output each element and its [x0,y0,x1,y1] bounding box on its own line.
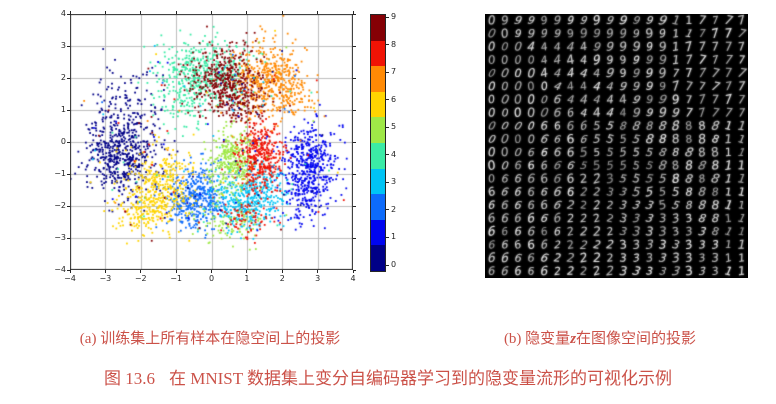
y-tick-label: −3 [54,233,66,242]
tick-mark [353,13,356,15]
tick-mark [140,270,142,273]
colorbar-tick-label: 3 [391,177,397,187]
y-tick-label: 3 [60,41,66,50]
tick-mark [353,109,356,111]
x-tick-label: −3 [99,274,112,283]
tick-mark [104,270,106,273]
y-tick-label: 2 [60,73,66,82]
tick-mark [67,269,70,271]
colorbar-segment [371,40,385,67]
tick-mark [175,270,177,273]
colorbar-tick-mark [386,16,389,18]
tick-mark [67,141,70,143]
x-tick-label: 1 [244,274,250,283]
x-tick-label: 3 [315,274,321,283]
tick-mark [317,270,319,273]
tick-mark [353,237,356,239]
figure-caption-text: 在 MNIST 数据集上变分自编码器学习到的隐变量流形的可视化示例 [168,369,673,388]
tick-mark [67,237,70,239]
tick-mark [67,205,70,207]
colorbar-segment [371,168,385,195]
colorbar-tick-label: 5 [391,122,397,132]
colorbar-tick-mark [386,44,389,46]
colorbar-segment [371,91,385,118]
tick-mark [69,11,71,14]
digit-manifold-canvas [485,14,748,278]
y-tick-label: −4 [54,265,66,274]
colorbar-segment [371,245,385,271]
x-tick-label: −4 [64,274,76,283]
colorbar [370,14,386,272]
tick-mark [69,270,71,273]
tick-mark [246,270,248,273]
colorbar-segment [371,194,385,220]
tick-mark [281,11,283,14]
figure-caption: 图 13.6 在 MNIST 数据集上变分自编码器学习到的隐变量流形的可视化示例 [0,366,776,392]
tick-mark [281,270,283,273]
colorbar-tick-label: 7 [391,67,397,77]
x-tick-label: −1 [170,274,183,283]
tick-mark [67,13,70,15]
tick-mark [352,11,354,14]
colorbar-segment [371,66,385,92]
colorbar-segment [371,117,385,144]
subcaption-b: (b) 隐变量z在图像空间的投影 [440,328,760,350]
tick-mark [317,11,319,14]
tick-mark [67,173,70,175]
tick-mark [175,11,177,14]
figure-number: 图 13.6 [103,369,155,388]
latent-variable-symbol: z [570,331,577,347]
colorbar-tick-label: 0 [391,260,397,269]
colorbar-tick-mark [386,126,389,128]
tick-mark [353,77,356,79]
subcaption-b-prefix: (b) 隐变量 [503,331,571,347]
colorbar-tick-label: 9 [391,12,397,21]
colorbar-segment [371,219,385,246]
tick-mark [67,77,70,79]
y-tick-label: 4 [60,9,66,18]
colorbar-tick-mark [386,209,389,211]
tick-mark [353,141,356,143]
colorbar-tick-label: 2 [391,204,397,214]
colorbar-tick-mark [386,264,389,266]
y-tick-label: −1 [54,169,66,178]
tick-mark [353,205,356,207]
y-tick-label: 0 [60,137,66,146]
tick-mark [353,269,356,271]
colorbar-tick-label: 8 [391,39,397,49]
tick-mark [140,11,142,14]
x-tick-label: 2 [279,274,285,283]
colorbar-tick-mark [386,99,389,101]
y-tick-label: 1 [60,105,66,114]
colorbar-segment [371,143,385,169]
tick-mark [67,109,70,111]
subcaption-b-suffix: 在图像空间的投影 [576,331,697,347]
colorbar-tick-label: 1 [391,232,397,242]
tick-mark [104,11,106,14]
tick-mark [353,45,356,47]
x-tick-label: 0 [208,274,215,283]
colorbar-tick-label: 4 [391,149,397,159]
tick-mark [211,11,212,14]
tick-mark [246,11,248,14]
colorbar-tick-mark [386,181,389,183]
x-tick-label: −2 [134,274,147,283]
latent-scatter-canvas [70,14,353,270]
x-tick-label: 4 [350,274,356,283]
colorbar-tick-mark [386,71,389,73]
tick-mark [67,45,70,47]
y-tick-label: −2 [54,201,66,210]
tick-mark [353,173,356,175]
colorbar-tick-mark [386,236,389,238]
colorbar-segment [371,15,385,41]
colorbar-tick-mark [386,154,389,156]
colorbar-tick-label: 6 [391,94,397,104]
tick-mark [352,270,354,273]
subcaption-a: (a) 训练集上所有样本在隐空间上的投影 [79,331,341,347]
tick-mark [211,270,212,273]
